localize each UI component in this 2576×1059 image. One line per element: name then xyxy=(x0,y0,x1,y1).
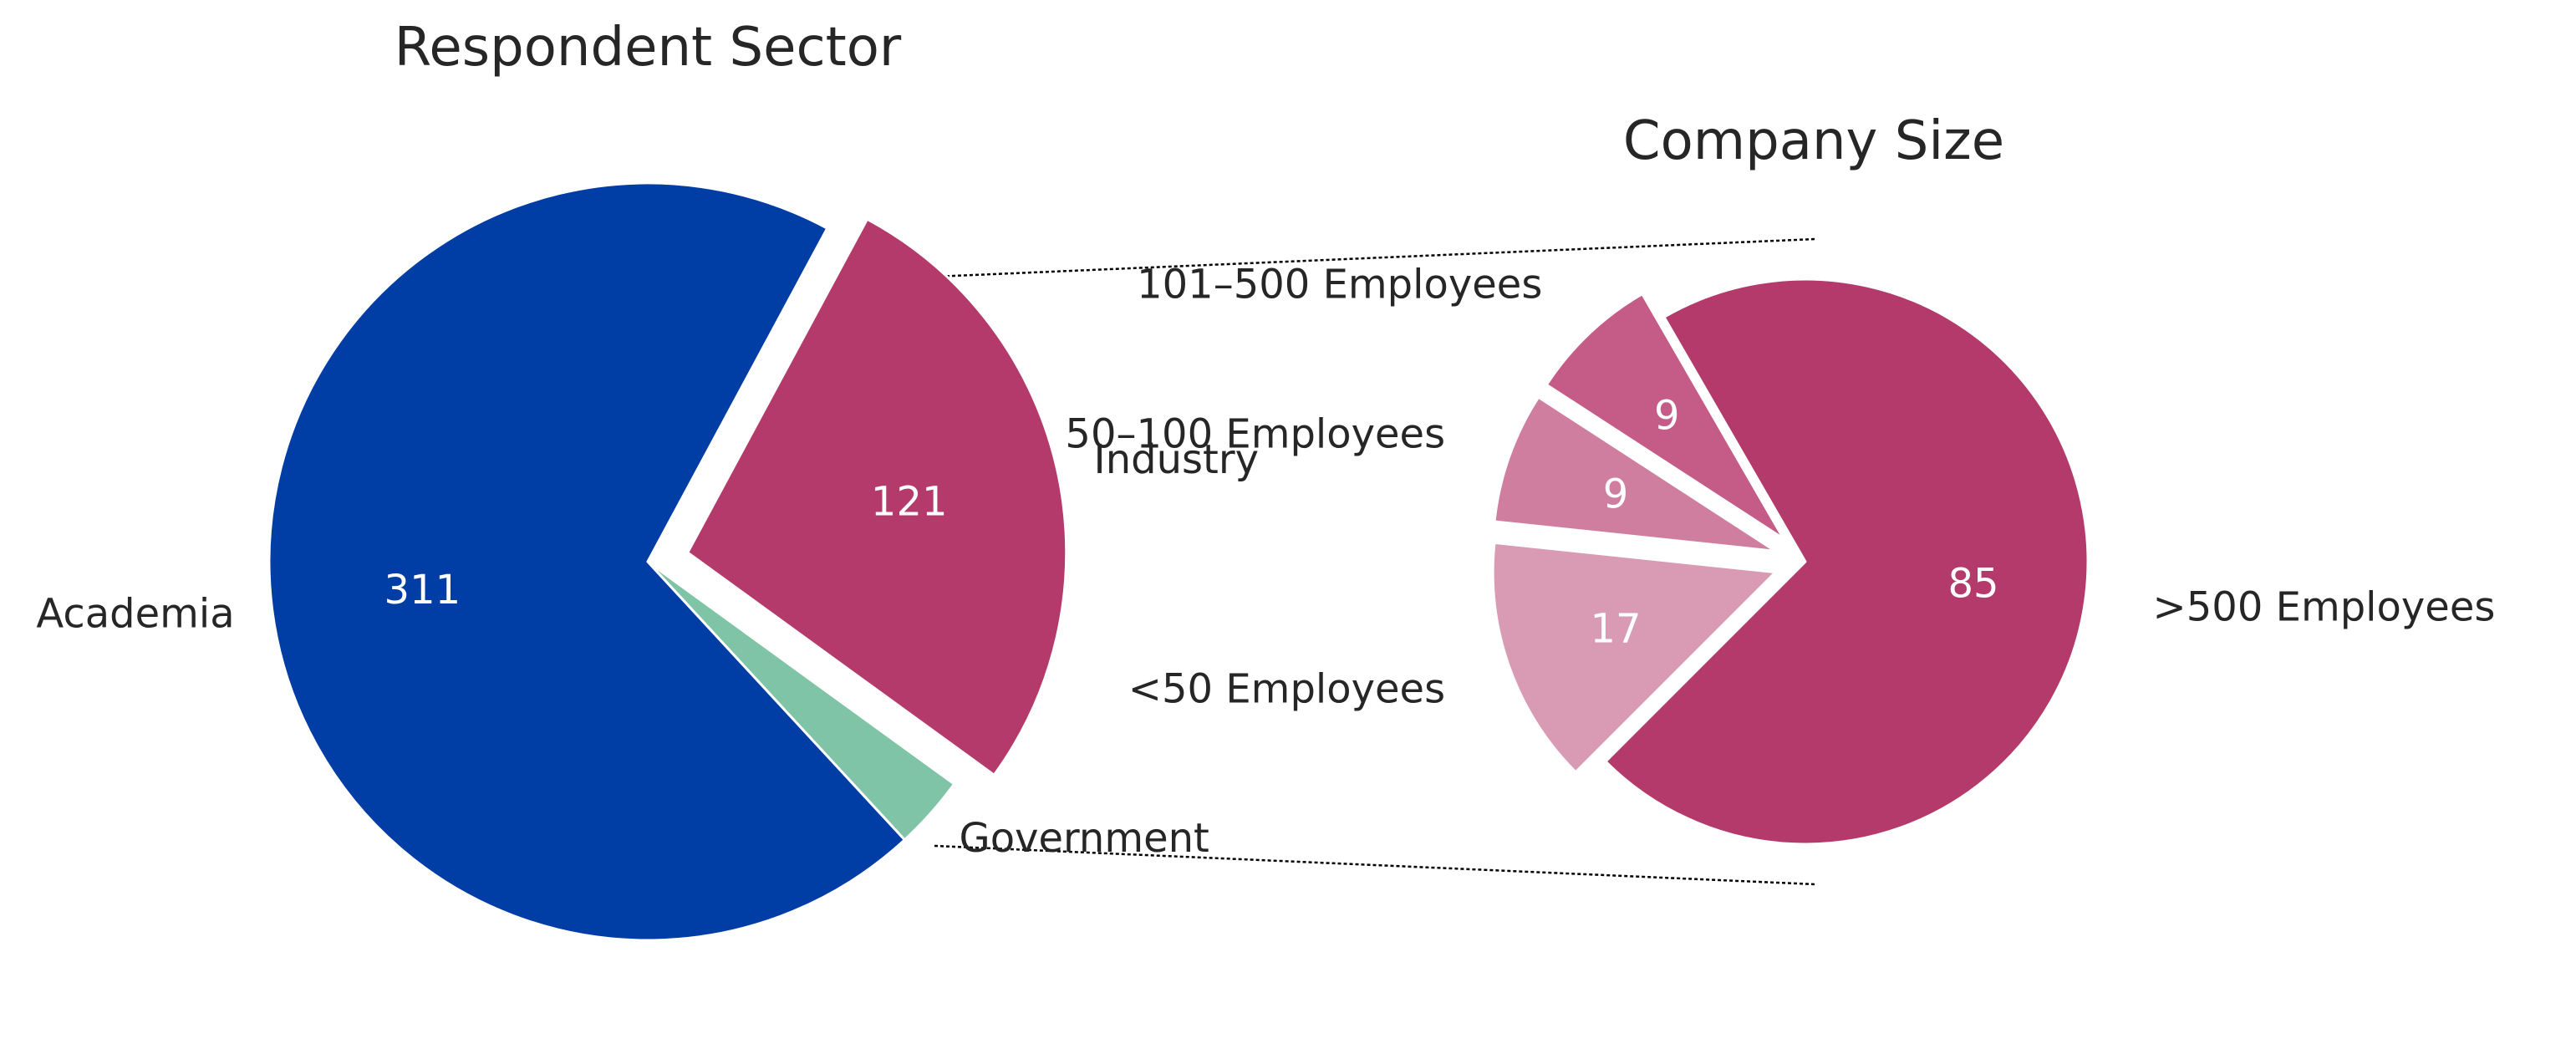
slice-label-50-100-employees: 50–100 Employees xyxy=(1065,410,1445,457)
slice-value-industry: 121 xyxy=(871,479,948,526)
slice-value-academia: 311 xyxy=(384,567,461,614)
slice-label-101-500-employees: 101–500 Employees xyxy=(1137,261,1542,308)
pie-slice-101-500-employees xyxy=(1545,293,1785,540)
connector-line-top xyxy=(934,237,1816,278)
slice-value-50-100-employees: 9 xyxy=(1603,471,1629,518)
pie-slice-500-employees xyxy=(1604,277,2090,846)
sector-pie: Academia 311 Government Industry 121 xyxy=(36,181,1259,942)
slice-label-academia: Academia xyxy=(36,591,234,638)
slice-label-50-employees: <50 Employees xyxy=(1128,666,1445,713)
pie-slice-academia xyxy=(267,181,906,942)
slice-value-500-employees: 85 xyxy=(1948,560,1999,607)
pie-slice-50-100-employees xyxy=(1493,395,1777,552)
slice-label-government: Government xyxy=(960,815,1209,862)
slice-value-50-employees: 17 xyxy=(1590,605,1641,652)
slice-value-101-500-employees: 9 xyxy=(1654,392,1680,439)
company-size-chart-title: Company Size xyxy=(1623,110,2004,172)
company-size-pie: >500 Employees 85 101–500 Employees 9 50–100… xyxy=(1065,261,2496,846)
slice-label-industry: Industry xyxy=(1094,436,1259,483)
pie-slice-government xyxy=(646,560,956,842)
connector-line-bottom xyxy=(934,844,1816,886)
slice-label-500-employees: >500 Employees xyxy=(2153,584,2496,631)
sector-chart-title: Respondent Sector xyxy=(395,17,902,79)
pie-slice-industry xyxy=(686,217,1068,776)
pie-slice-50-employees xyxy=(1491,541,1777,774)
